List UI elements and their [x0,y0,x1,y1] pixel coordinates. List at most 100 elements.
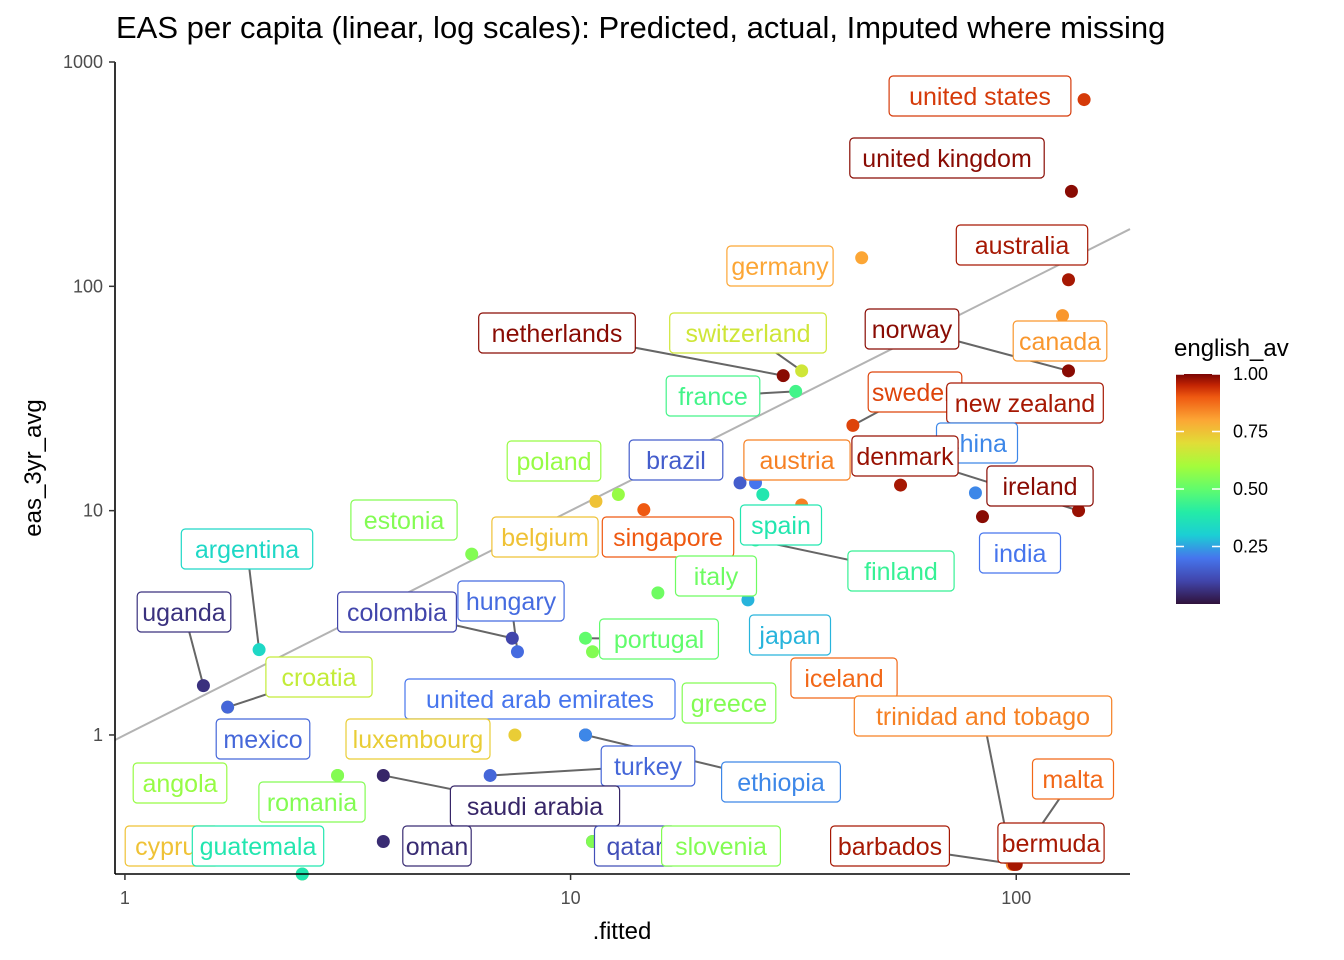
label-netherlands: netherlands [478,312,636,354]
label-text: belgium [501,524,589,552]
label-canada: canada [1012,320,1108,362]
label-switzerland: switzerland [669,312,827,354]
point-labels-layer: united states united kingdom australia cana… [124,75,1115,867]
label-box [402,825,472,867]
label-brazil: brazil [628,439,724,481]
point-norway [1061,364,1075,378]
label-box [748,614,832,656]
label-box [601,516,735,558]
label-france: france [665,375,761,417]
colorbar-tick-label: 0.50 [1233,479,1268,499]
label-qatar: qatar [593,825,677,867]
label-mexico: mexico [215,718,311,760]
label-united-kingdom: united kingdom [849,137,1045,179]
label-box [955,224,1089,266]
plot-area: united states united kingdom australia cana… [114,75,1131,881]
label-norway: norway [864,308,960,350]
y-tick-label: 100 [73,276,103,296]
label-text: austria [759,447,834,475]
label-text: netherlands [492,320,623,348]
label-box [258,781,366,823]
label-box [628,439,724,481]
label-box [136,591,232,633]
label-sweden: sweden [867,371,963,413]
label-box [265,656,373,698]
label-box [986,465,1094,507]
point-united-kingdom [1064,184,1078,198]
label-text: united kingdom [862,145,1032,173]
point-sweden [846,418,860,432]
label-new-zealand: new zealand [946,382,1104,424]
label-estonia: estonia [350,499,458,541]
label-box [1012,320,1108,362]
label-text: switzerland [685,320,810,348]
point-hungary [510,645,524,659]
point-spain [756,488,770,502]
point-germany [855,251,869,265]
label-colombia: colombia [337,591,458,633]
label-text: romania [267,789,357,817]
label-text: argentina [195,536,299,564]
label-box [681,682,777,724]
label-box [665,375,761,417]
point-switzerland [795,364,809,378]
point-greece [586,645,600,659]
label-box [997,822,1105,864]
label-text: qatar [607,833,664,861]
label-uganda: uganda [136,591,232,633]
label-romania: romania [258,781,366,823]
label-text: brazil [646,447,706,475]
label-box [978,532,1062,574]
label-text: italy [694,563,739,591]
label-luxembourg: luxembourg [345,718,491,760]
point-singapore [637,503,651,517]
label-text: canada [1019,328,1101,356]
label-box [720,761,841,803]
point-ethiopia [578,728,592,742]
label-malta: malta [1031,758,1115,800]
y-axis-title: eas_3yr_avg [20,399,47,536]
label-box [790,657,898,699]
label-angola: angola [132,762,228,804]
label-text: norway [872,316,953,344]
label-box [946,382,1104,424]
label-text: oman [406,833,469,861]
label-denmark: denmark [851,435,959,477]
point-australia [1061,273,1075,287]
label-japan: japan [748,614,832,656]
x-axis-ticks: 1 10 100 [120,874,1031,908]
label-box [739,504,823,546]
legend-title: english_av [1174,335,1289,362]
label-text: france [678,383,747,411]
label-box [449,785,621,827]
label-germany: germany [726,245,834,287]
label-poland: poland [506,440,602,482]
label-box [864,308,960,350]
point-mexico [221,700,235,714]
point-china [968,486,982,500]
label-text: croatia [281,664,356,692]
label-bermuda: bermuda [997,822,1105,864]
y-axis-ticks: 1 10 100 1000 [63,52,115,745]
x-tick-label: 10 [561,888,581,908]
label-box [726,245,834,287]
point-colombia [505,631,519,645]
label-ethiopia: ethiopia [720,761,841,803]
label-croatia: croatia [265,656,373,698]
label-hungary: hungary [457,580,565,622]
point-france [789,384,803,398]
label-text: india [994,540,1047,568]
label-text: singapore [613,524,723,552]
colorbar-tick-label: 0.25 [1233,537,1268,557]
label-box [404,678,676,720]
label-text: turkey [614,753,683,781]
label-box [1031,758,1115,800]
label-oman: oman [402,825,472,867]
label-box [598,618,719,660]
label-text: uganda [142,599,226,627]
y-tick-label: 1 [93,725,103,745]
point-portugal [578,631,592,645]
label-saudi-arabia: saudi arabia [449,785,621,827]
label-singapore: singapore [601,516,735,558]
label-box [180,528,314,570]
